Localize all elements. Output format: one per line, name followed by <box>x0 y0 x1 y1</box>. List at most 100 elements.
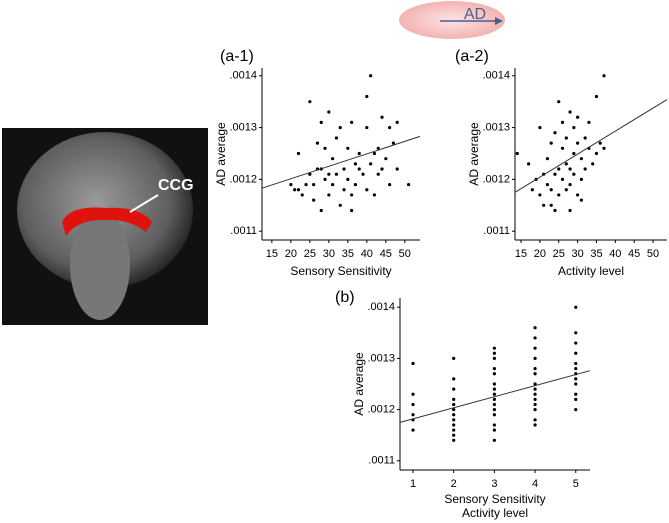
x-tick-label: 35 <box>342 248 354 260</box>
data-point <box>346 177 350 181</box>
data-point <box>579 177 583 181</box>
ccg-region <box>62 207 152 236</box>
data-point <box>549 203 553 207</box>
data-point <box>304 182 308 187</box>
data-point <box>533 326 537 330</box>
data-point <box>492 387 496 391</box>
data-point <box>564 188 568 192</box>
data-point <box>492 346 496 350</box>
data-point <box>452 418 456 422</box>
data-point <box>357 167 361 171</box>
data-point <box>594 151 599 156</box>
data-point <box>331 157 335 161</box>
data-point <box>538 125 542 130</box>
data-point <box>492 351 496 355</box>
data-point <box>300 193 304 197</box>
data-point <box>574 367 578 371</box>
y-tick-label: .0014 <box>367 301 395 313</box>
data-point <box>319 208 323 213</box>
data-point <box>338 125 342 130</box>
x-tick-label: 40 <box>609 248 621 260</box>
data-point <box>391 141 396 145</box>
x-tick-label: 1 <box>410 478 416 490</box>
data-point <box>492 356 496 361</box>
data-point <box>492 392 496 396</box>
x-tick-label: 45 <box>628 248 640 260</box>
y-axis-label: AD average <box>214 122 228 186</box>
x-tick-label: 30 <box>323 248 335 260</box>
data-point <box>583 167 587 171</box>
data-point <box>557 193 561 197</box>
data-point <box>492 372 496 376</box>
data-point <box>574 377 578 381</box>
data-point <box>594 94 599 99</box>
diagram-label: AD <box>464 6 486 23</box>
data-point <box>452 433 456 437</box>
trend-line <box>514 99 668 193</box>
data-point <box>530 188 534 192</box>
data-point <box>411 428 415 432</box>
x-axis-label: Sensory Sensitivity <box>290 264 391 278</box>
data-point <box>353 162 358 166</box>
data-point <box>572 172 576 176</box>
data-point <box>315 141 320 145</box>
panel-label: (b) <box>335 289 355 306</box>
y-axis-label: AD average <box>467 122 481 186</box>
data-point <box>574 382 578 386</box>
ccg-pointer <box>129 194 159 213</box>
ccg-label: CCG <box>158 177 194 194</box>
data-point <box>560 120 565 124</box>
data-point <box>365 125 369 130</box>
data-point <box>376 146 380 150</box>
data-point <box>492 413 496 417</box>
data-point <box>587 120 591 124</box>
data-point <box>372 151 377 156</box>
data-point <box>452 356 456 361</box>
data-point <box>533 423 537 427</box>
data-point <box>452 428 456 432</box>
y-tick-label: .0013 <box>482 121 510 133</box>
data-point <box>533 346 537 350</box>
data-point <box>549 188 553 192</box>
y-tick-label: .0011 <box>483 225 510 237</box>
y-tick-label: .0012 <box>229 173 257 185</box>
x-tick-label: 35 <box>590 248 602 260</box>
data-point <box>568 167 572 171</box>
data-point <box>492 428 496 432</box>
data-point <box>492 423 496 427</box>
data-point <box>574 392 578 396</box>
x-tick-label: 5 <box>573 478 579 490</box>
y-tick-label: .0014 <box>229 70 257 82</box>
y-tick-label: .0011 <box>368 455 395 467</box>
data-point <box>579 198 583 202</box>
data-point <box>312 198 316 202</box>
data-point <box>568 208 572 213</box>
y-tick-label: .0014 <box>482 70 510 82</box>
data-point <box>574 351 578 355</box>
data-point <box>560 177 565 181</box>
data-point <box>579 157 583 161</box>
data-point <box>574 407 578 412</box>
data-point <box>553 131 557 135</box>
data-point <box>492 407 496 412</box>
data-point <box>365 188 369 192</box>
panel-label: (a-2) <box>455 48 489 65</box>
data-point <box>395 120 399 124</box>
data-point <box>323 177 327 181</box>
data-point <box>327 193 331 197</box>
data-point <box>533 387 537 391</box>
y-tick-label: .0011 <box>230 225 257 237</box>
data-point <box>492 367 496 371</box>
brainstem <box>70 210 130 320</box>
data-point <box>557 167 561 171</box>
data-point <box>564 136 568 140</box>
data-point <box>549 141 553 145</box>
data-point <box>533 418 537 422</box>
data-point <box>452 407 456 412</box>
data-point <box>452 438 456 442</box>
data-point <box>452 413 456 417</box>
data-point <box>568 182 572 187</box>
data-point <box>296 151 301 156</box>
y-tick-label: .0013 <box>367 352 395 364</box>
